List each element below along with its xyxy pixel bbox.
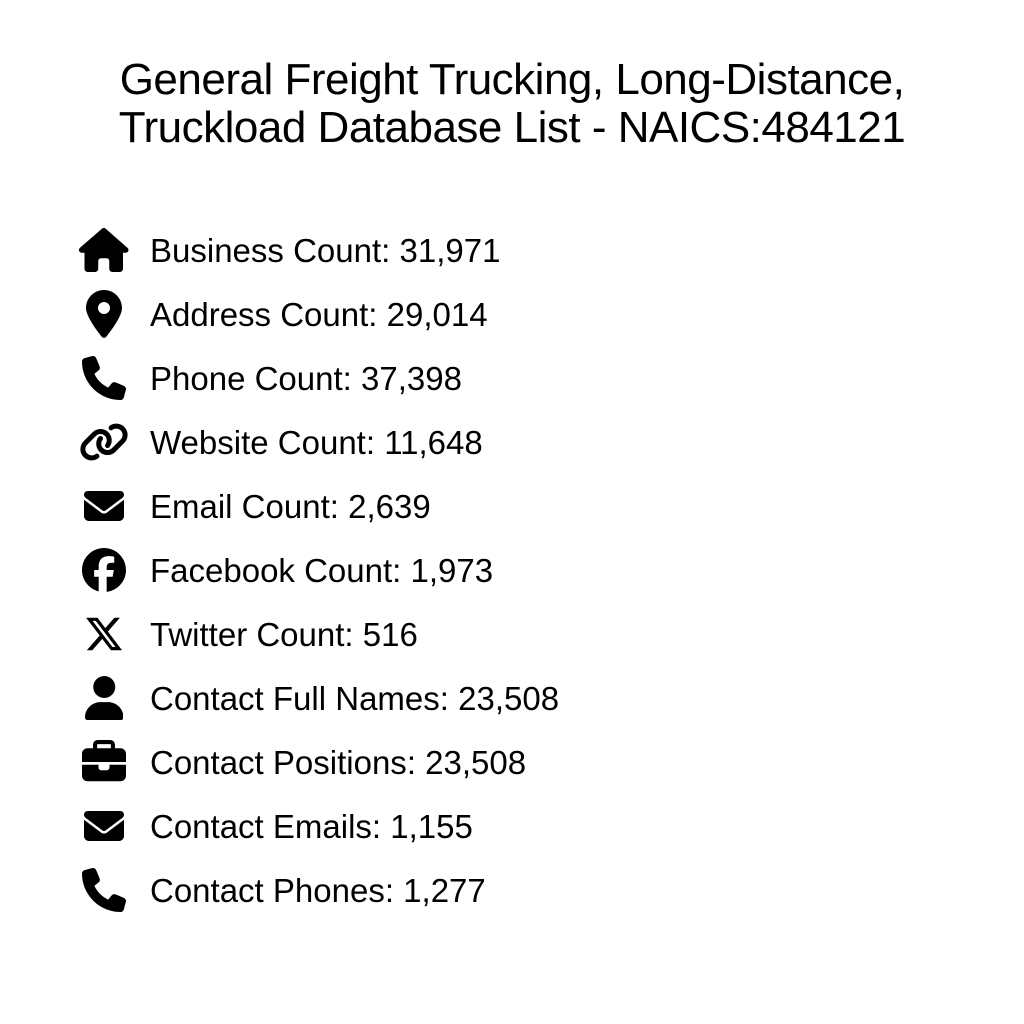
stat-row-website-count: Website Count: 11,648 bbox=[78, 410, 1024, 474]
user-icon bbox=[78, 672, 130, 724]
briefcase-icon bbox=[78, 736, 130, 788]
stat-row-business-count: Business Count: 31,971 bbox=[78, 218, 1024, 282]
page-title: General Freight Trucking, Long-Distance,… bbox=[0, 56, 1024, 152]
location-pin-icon bbox=[78, 288, 130, 340]
stat-text: Contact Phones: 1,277 bbox=[150, 871, 486, 909]
envelope-icon bbox=[78, 480, 130, 532]
stat-text: Twitter Count: 516 bbox=[150, 615, 418, 653]
stat-row-address-count: Address Count: 29,014 bbox=[78, 282, 1024, 346]
phone-icon bbox=[78, 352, 130, 404]
envelope-icon bbox=[78, 800, 130, 852]
stat-row-contact-positions: Contact Positions: 23,508 bbox=[78, 730, 1024, 794]
stat-text: Contact Full Names: 23,508 bbox=[150, 679, 560, 717]
page-title-line-2: Truckload Database List - NAICS:484121 bbox=[118, 103, 906, 152]
stat-row-contact-phones: Contact Phones: 1,277 bbox=[78, 858, 1024, 922]
stat-text: Facebook Count: 1,973 bbox=[150, 551, 494, 589]
x-twitter-icon bbox=[78, 608, 130, 660]
stat-text: Address Count: 29,014 bbox=[150, 295, 488, 333]
stat-text: Website Count: 11,648 bbox=[150, 423, 483, 461]
stat-row-phone-count: Phone Count: 37,398 bbox=[78, 346, 1024, 410]
link-icon bbox=[78, 416, 130, 468]
stat-text: Business Count: 31,971 bbox=[150, 231, 501, 269]
phone-icon bbox=[78, 864, 130, 916]
stat-row-contact-full-names: Contact Full Names: 23,508 bbox=[78, 666, 1024, 730]
facebook-icon bbox=[78, 544, 130, 596]
page-title-line-1: General Freight Trucking, Long-Distance, bbox=[119, 55, 905, 104]
stat-row-email-count: Email Count: 2,639 bbox=[78, 474, 1024, 538]
stat-text: Email Count: 2,639 bbox=[150, 487, 431, 525]
stat-text: Phone Count: 37,398 bbox=[150, 359, 462, 397]
stat-text: Contact Emails: 1,155 bbox=[150, 807, 473, 845]
stats-list: Business Count: 31,971 Address Count: 29… bbox=[78, 218, 1024, 922]
home-icon bbox=[78, 224, 130, 276]
stat-row-twitter-count: Twitter Count: 516 bbox=[78, 602, 1024, 666]
stat-row-facebook-count: Facebook Count: 1,973 bbox=[78, 538, 1024, 602]
stat-text: Contact Positions: 23,508 bbox=[150, 743, 527, 781]
stat-row-contact-emails: Contact Emails: 1,155 bbox=[78, 794, 1024, 858]
